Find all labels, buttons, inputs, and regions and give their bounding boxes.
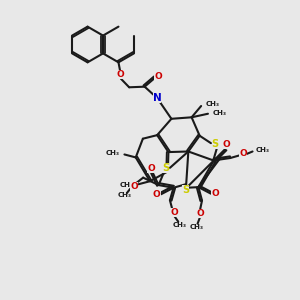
Text: CH₃: CH₃ [206,100,220,106]
Text: O: O [239,149,247,158]
Text: O: O [170,208,178,217]
Text: O: O [196,209,204,218]
Text: S: S [182,184,189,194]
Text: CH₃: CH₃ [105,150,119,156]
Text: CH₃: CH₃ [256,147,269,153]
Text: O: O [153,190,161,199]
Text: S: S [162,163,169,173]
Text: S: S [212,139,219,149]
Text: CH₃: CH₃ [119,182,134,188]
Text: CH₃: CH₃ [190,224,204,230]
Text: O: O [147,164,155,173]
Text: N: N [153,93,161,103]
Text: CH₃: CH₃ [118,193,132,199]
Text: CH₃: CH₃ [172,222,186,228]
Text: O: O [130,182,138,191]
Text: O: O [223,140,230,149]
Text: O: O [117,70,125,79]
Text: CH₃: CH₃ [212,110,226,116]
Text: O: O [154,72,162,81]
Text: O: O [211,189,219,198]
